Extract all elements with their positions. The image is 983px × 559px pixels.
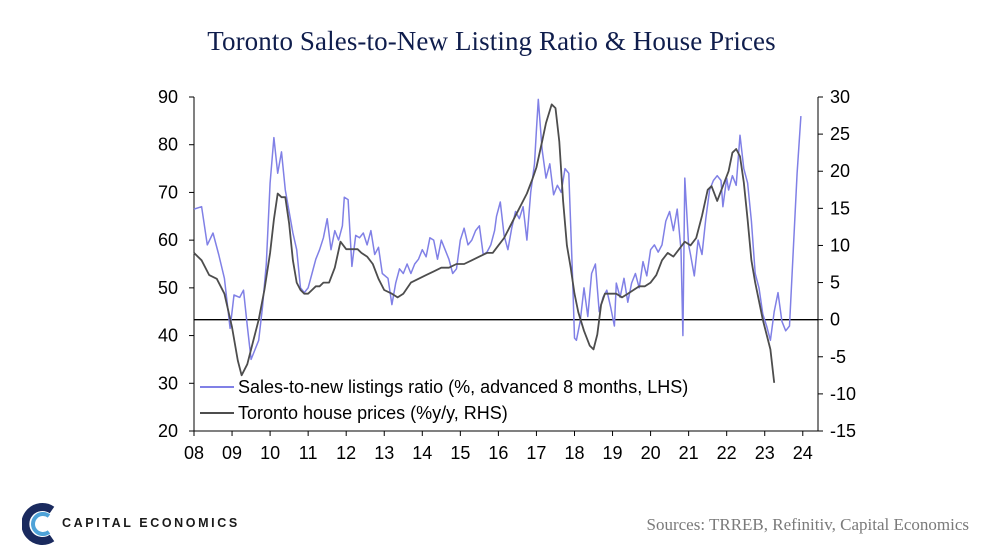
right-tick-label: 20 (830, 161, 850, 181)
left-tick-label: 90 (158, 87, 178, 107)
x-tick-label: 19 (603, 443, 623, 463)
right-tick-label: 0 (830, 310, 840, 330)
x-tick-label: 11 (299, 443, 318, 463)
right-tick-label: 15 (830, 198, 850, 218)
x-tick-label: 16 (488, 443, 508, 463)
left-tick-label: 30 (158, 373, 178, 393)
legend: Sales-to-new listings ratio (%, advanced… (200, 377, 688, 423)
x-tick-label: 09 (222, 443, 242, 463)
left-tick-label: 60 (158, 230, 178, 250)
right-tick-label: 10 (830, 235, 850, 255)
x-tick-label: 13 (374, 443, 394, 463)
left-tick-label: 70 (158, 182, 178, 202)
right-tick-label: -10 (830, 384, 856, 404)
logo-text: CAPITAL ECONOMICS (62, 516, 240, 530)
left-tick-label: 50 (158, 278, 178, 298)
x-tick-label: 23 (755, 443, 775, 463)
x-tick-label: 08 (184, 443, 204, 463)
x-tick-label: 20 (641, 443, 661, 463)
legend-label-prices: Toronto house prices (%y/y, RHS) (238, 403, 508, 423)
right-tick-label: -5 (830, 347, 846, 367)
x-tick-label: 14 (412, 443, 432, 463)
x-tick-label: 17 (526, 443, 546, 463)
series-line-prices (193, 103, 776, 383)
sources-note: Sources: TRREB, Refinitiv, Capital Econo… (646, 515, 970, 534)
x-tick-label: 22 (717, 443, 737, 463)
x-tick-label: 24 (793, 443, 813, 463)
series-line-ratio (193, 98, 802, 361)
left-tick-label: 80 (158, 135, 178, 155)
capital-economics-logo: CAPITAL ECONOMICS (21, 502, 262, 546)
right-tick-label: -15 (830, 421, 856, 441)
series-lines (193, 98, 802, 383)
left-tick-label: 20 (158, 421, 178, 441)
x-tick-label: 10 (260, 443, 280, 463)
x-tick-label: 15 (450, 443, 470, 463)
legend-label-ratio: Sales-to-new listings ratio (%, advanced… (238, 377, 688, 397)
right-tick-label: 5 (830, 273, 840, 293)
x-tick-label: 18 (564, 443, 584, 463)
x-tick-label: 12 (336, 443, 356, 463)
x-tick-label: 21 (679, 443, 699, 463)
logo-c-icon (21, 503, 55, 545)
right-tick-label: 30 (830, 87, 850, 107)
left-tick-label: 40 (158, 326, 178, 346)
right-tick-label: 25 (830, 124, 850, 144)
chart-title: Toronto Sales-to-New Listing Ratio & Hou… (207, 26, 776, 56)
